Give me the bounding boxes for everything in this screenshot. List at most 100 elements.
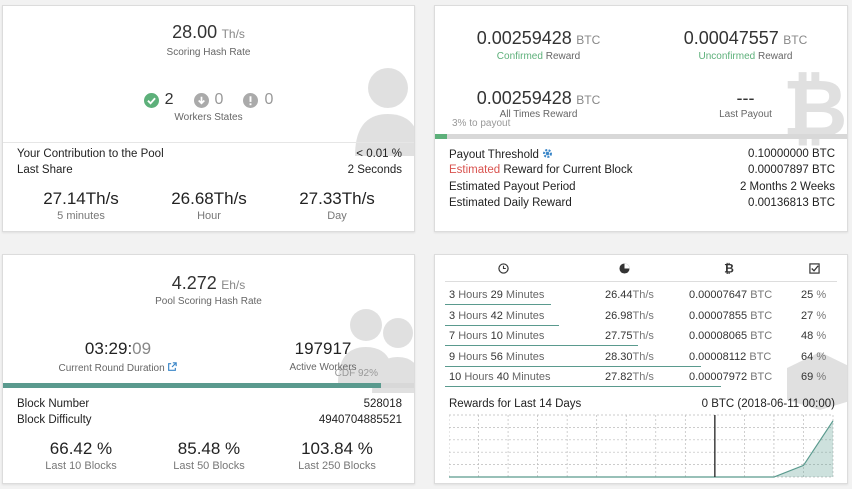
duration-hours: 7 <box>449 330 456 342</box>
external-link-icon[interactable] <box>167 362 178 372</box>
history-panel: ₿ 3 Hours 29 Minutes 26.44Th/s 0.00007647 … <box>434 254 848 484</box>
daily-reward-row: Estimated Daily Reward 0.00136813 BTC <box>449 197 835 209</box>
duration-hours: 10 <box>449 371 462 383</box>
stat-value: 103.84 % <box>301 439 373 458</box>
confirmed-reward-unit: BTC <box>576 33 601 47</box>
stat-unit: Th/s <box>85 189 119 208</box>
row-hashrate: 26.44Th/s <box>605 289 654 301</box>
duration-minutes-word: Minutes <box>512 371 551 383</box>
luck-unit: % <box>816 289 827 301</box>
round-duration-label: Current Round Duration <box>58 363 165 374</box>
luck-last-10: 66.42 % Last 10 Blocks <box>21 439 141 472</box>
duration-minutes-word: Minutes <box>505 350 545 363</box>
rewards-chart[interactable] <box>449 413 835 479</box>
clock-icon[interactable] <box>498 263 509 274</box>
duration-minutes-word: Minutes <box>505 330 545 342</box>
duration-hours-word: Hours <box>458 330 488 342</box>
hashrate-value: 27.75 <box>605 330 633 342</box>
payout-progress-bar <box>435 134 847 139</box>
payout-period-value: 2 Months 2 Weeks <box>739 181 835 193</box>
stat-caption: Day <box>327 210 347 222</box>
row-luck: 69 % <box>801 371 826 383</box>
daily-reward-value: 0.00136813 BTC <box>748 197 835 209</box>
reward-value: 0.00007647 <box>689 289 748 301</box>
workers-active-count: 2 <box>164 91 174 108</box>
luck-unit: % <box>816 371 827 383</box>
row-luck-line <box>445 345 638 346</box>
chart-readout: 0 BTC (2018-06-11 00:00) <box>701 398 835 410</box>
all-times-reward-caption: All Times Reward <box>499 109 578 120</box>
stat-caption: 5 minutes <box>57 210 105 222</box>
contribution-row: Your Contribution to the Pool < 0.01 % <box>17 148 402 160</box>
pool-hashrate-caption: Pool Scoring Hash Rate <box>155 296 262 307</box>
hashrate-value: 26.44 <box>605 289 633 301</box>
contribution-value: < 0.01 % <box>356 148 402 160</box>
chart-series-line <box>449 420 834 478</box>
stat-caption: Last 10 Blocks <box>45 460 117 472</box>
luck-unit: % <box>816 309 827 322</box>
stat-value: 85.48 % <box>177 439 241 458</box>
stat-value: 27.14 <box>43 189 86 208</box>
history-table-header: ₿ <box>445 255 837 282</box>
hashrate-unit: Th/s <box>632 350 654 363</box>
row-luck-line <box>445 304 551 305</box>
hashrate-value: 27.82 <box>605 371 633 383</box>
payout-period-label: Estimated Payout Period <box>449 181 576 193</box>
hashrate-value: 28.30 <box>605 350 633 363</box>
row-reward: 0.00008112 BTC <box>689 351 771 363</box>
stat-value: 26.68 <box>171 189 214 208</box>
stat-unit: Th/s <box>341 189 375 208</box>
duration-hours-word: Hours <box>464 371 494 383</box>
reward-unit: BTC <box>749 350 772 363</box>
payout-threshold-row: Payout Threshold 0.10000000 BTC <box>449 148 835 161</box>
pie-chart-icon[interactable] <box>619 263 630 274</box>
estimated-reward-value: 0.00007897 BTC <box>748 164 835 176</box>
row-reward: 0.00007972 BTC <box>689 371 772 383</box>
workers-states: 2 0 0 <box>3 91 414 109</box>
estimated-reward-label: Estimated Reward for Current Block <box>449 164 632 176</box>
duration-hours: 3 <box>449 289 456 301</box>
block-difficulty-value: 4940704885521 <box>318 414 402 426</box>
row-reward: 0.00007647 BTC <box>689 289 772 301</box>
duration-hours-word: Hours <box>458 309 488 322</box>
check-circle-icon[interactable] <box>143 92 159 108</box>
confirmed-reward-value: 0.00259428 <box>476 28 572 48</box>
stat-unit: Th/s <box>213 189 247 208</box>
user-hashrate-caption: Scoring Hash Rate <box>166 47 251 58</box>
hashrate-day: 27.33Th/s Day <box>277 189 397 222</box>
history-row[interactable]: 9 Hours 56 Minutes 28.30Th/s 0.00008112 BT… <box>445 347 837 367</box>
round-duration-seconds: 09 <box>132 339 152 358</box>
stat-value: 66.42 % <box>49 439 113 458</box>
last-payout-caption: Last Payout <box>719 109 772 120</box>
luck-last-50: 85.48 % Last 50 Blocks <box>149 439 269 472</box>
reward-unit: BTC <box>750 289 773 301</box>
luck-value: 48 <box>801 330 814 342</box>
row-reward: 0.00007855 BTC <box>689 310 772 322</box>
history-row[interactable]: 3 Hours 29 Minutes 26.44Th/s 0.00007647 BT… <box>445 285 837 305</box>
row-luck: 48 % <box>801 330 826 342</box>
history-row[interactable]: 10 Hours 40 Minutes 27.82Th/s 0.00007972 B… <box>445 367 837 387</box>
bitcoin-icon[interactable]: ₿ <box>724 262 734 274</box>
luck-unit: % <box>816 330 827 342</box>
exclamation-circle-icon[interactable] <box>243 92 259 108</box>
unconfirmed-reward-unit: BTC <box>783 33 808 47</box>
cdf-label: CDF 92% <box>334 368 378 379</box>
row-duration: 9 Hours 56 Minutes <box>449 351 544 363</box>
duration-minutes: 10 <box>490 330 503 342</box>
gear-icon[interactable] <box>542 148 553 159</box>
hashrate-value: 26.98 <box>605 309 633 322</box>
arrow-down-circle-icon[interactable] <box>193 92 209 108</box>
check-square-icon[interactable] <box>809 263 820 274</box>
estimated-rest: Reward for Current Block <box>503 164 633 176</box>
hashrate-unit: Th/s <box>632 289 654 301</box>
round-duration-main: 03:29: <box>84 339 133 358</box>
chart-area <box>449 420 833 477</box>
luck-value: 64 <box>801 350 814 363</box>
duration-hours-word: Hours <box>458 350 488 363</box>
row-hashrate: 26.98Th/s <box>605 310 654 322</box>
history-row[interactable]: 7 Hours 10 Minutes 27.75Th/s 0.00008065 BT… <box>445 326 837 346</box>
history-row[interactable]: 3 Hours 42 Minutes 26.98Th/s 0.00007855 BT… <box>445 306 837 326</box>
row-duration: 3 Hours 29 Minutes <box>449 289 544 301</box>
pool-hashrate-value: 4.272 <box>171 273 217 293</box>
chart-title: Rewards for Last 14 Days <box>449 398 582 410</box>
